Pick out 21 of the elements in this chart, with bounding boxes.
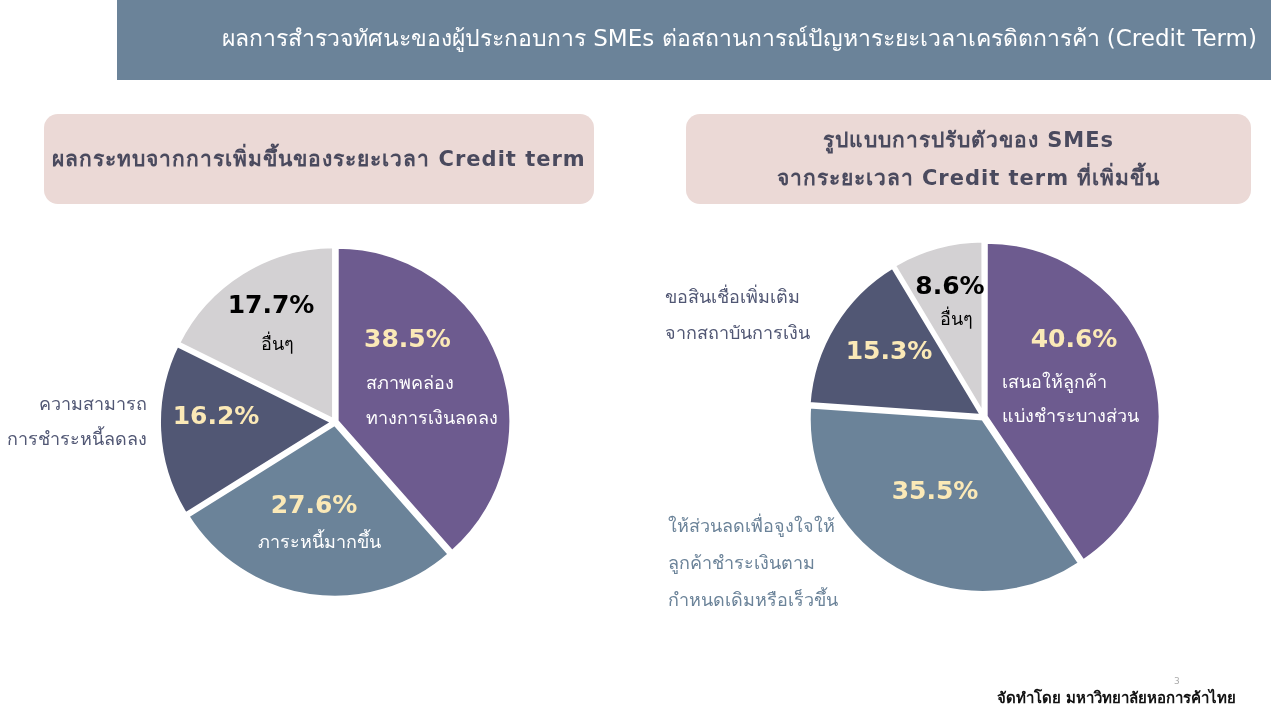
- slice-label: เสนอให้ลูกค้า แบ่งชำระบางส่วน: [1002, 370, 1139, 426]
- slice-label: ภาระหนี้มากขึ้น: [257, 528, 381, 552]
- slice-label: ให้ส่วนลดเพื่อจูงใจให้ ลูกค้าชำระเงินตาม กำหนดเดิมหรือเร็วขึ้น: [668, 512, 838, 610]
- data-label: 16.2%: [172, 400, 260, 430]
- text: จัดทำโดย มหาวิทยาลัยหอการค้าไทย: [996, 687, 1236, 709]
- text: 3: [1174, 676, 1180, 686]
- data-label: 8.6%: [915, 270, 985, 300]
- slice-label: ความสามารถ การชำระหนี้ลดลง: [7, 392, 147, 449]
- data-label: 15.3%: [845, 335, 933, 365]
- data-label: 17.7%: [227, 289, 315, 319]
- chart-title: ผลกระทบจากการเพิ่มขึ้นของระยะเวลา Credit term: [52, 142, 586, 173]
- slice-label: อื่นๆ: [939, 305, 973, 329]
- chart-title: รูปแบบการปรับตัวของ SMEs จากระยะเวลา Credit term ที่เพิ่มขึ้น: [776, 127, 1161, 192]
- data-label: 35.5%: [891, 475, 979, 505]
- data-label: 38.5%: [364, 323, 451, 353]
- slice-label: ขอสินเชื่อเพิ่มเติม จากสถาบันการเงิน: [665, 283, 810, 343]
- data-label: 40.6%: [1030, 323, 1118, 353]
- data-label: 27.6%: [270, 489, 358, 519]
- text: ผลการสำรวจทัศนะของผู้ประกอบการ SMEs ต่อสถานการณ์ปัญหาระยะเวลาเครดิตการค้า (Credit Term): [221, 24, 1257, 54]
- slice-label: อื่นๆ: [260, 330, 294, 354]
- slice-label: สภาพคล่อง ทางการเงินลดลง: [366, 371, 498, 428]
